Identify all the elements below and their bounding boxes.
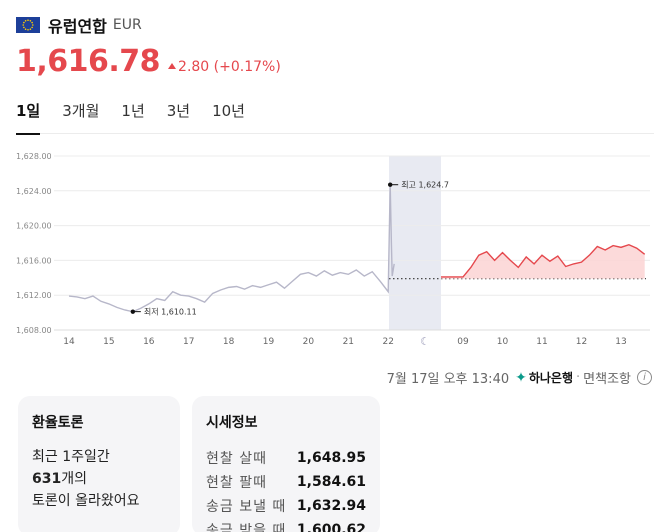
chart-svg: 1,628.00 1,624.00 1,620.00 1,616.00 1,612.00… (16, 152, 650, 348)
current-price: 1,616.78 (16, 44, 161, 79)
x-tick-label: 14 (63, 337, 75, 347)
x-tick-label: 22 (382, 337, 393, 347)
y-tick-label: 1,620.00 (16, 222, 52, 231)
rate-row-cash-buy: 현찰 살때 1,648.95 (206, 446, 366, 470)
eu-flag-icon (16, 17, 40, 33)
rate-row-remit-send: 송금 보낼 때 1,632.94 (206, 494, 366, 518)
change-amount: 2.80 (178, 59, 210, 75)
y-tick-label: 1,616.00 (16, 256, 52, 265)
x-tick-label: 19 (263, 337, 275, 347)
tab-3y[interactable]: 3년 (166, 102, 191, 120)
separator: · (576, 370, 581, 385)
rate-label: 송금 보낼 때 (206, 499, 287, 515)
debate-title: 환율토론 (32, 415, 84, 431)
rate-label: 현찰 살때 (206, 451, 267, 467)
debate-card[interactable]: 환율토론 최근 1주일간 631개의 토론이 올라왔어요 (18, 396, 180, 532)
debate-count-suffix: 개의 (61, 471, 87, 487)
change-percent: (+0.17%) (213, 59, 281, 75)
rates-title: 시세정보 (206, 415, 258, 431)
rate-row-remit-receive: 송금 받을 때 1,600.62 (206, 518, 366, 532)
daytime-series-line (441, 243, 646, 278)
currency-name: 유럽연합 (48, 17, 107, 36)
x-tick-label: 11 (536, 337, 547, 347)
rates-card: 시세정보 현찰 살때 1,648.95 현찰 팔때 1,584.61 송금 보낼… (192, 396, 380, 532)
x-tick-label: 20 (303, 337, 315, 347)
y-tick-label: 1,628.00 (16, 152, 52, 161)
price-row: 1,616.78 2.80 (+0.17%) (16, 44, 281, 79)
daytime-series-area (441, 244, 645, 279)
timestamp: 7월 17일 오후 13:40 (386, 372, 510, 387)
x-tick-label: 16 (143, 337, 155, 347)
rate-value: 1,632.94 (296, 498, 366, 514)
bank-logo-icon: ✦ (515, 369, 527, 386)
disclaimer-link[interactable]: 면책조항 (583, 372, 631, 387)
tab-3m[interactable]: 3개월 (62, 102, 100, 120)
x-tick-label: 17 (183, 337, 194, 347)
debate-line1: 최근 1주일간 (32, 449, 110, 465)
tab-1d[interactable]: 1일 (16, 100, 41, 135)
rate-value: 1,600.62 (296, 522, 366, 532)
x-tick-label: 09 (457, 337, 469, 347)
y-tick-label: 1,612.00 (16, 291, 52, 300)
debate-count: 631 (32, 471, 62, 487)
debate-line3: 토론이 올라왔어요 (32, 493, 140, 509)
source-row: 7월 17일 오후 13:40 ✦ 하나은행 · 면책조항 i (387, 368, 652, 387)
overnight-series-line (68, 184, 395, 313)
currency-code: EUR (112, 17, 142, 33)
rate-row-cash-sell: 현찰 팔때 1,584.61 (206, 470, 366, 494)
tab-10y[interactable]: 10년 (212, 102, 245, 120)
x-tick-label: 13 (615, 337, 626, 347)
rate-label: 현찰 팔때 (206, 475, 267, 491)
bank-name: 하나은행 (528, 371, 574, 385)
exchange-rate-chart[interactable]: 1,628.00 1,624.00 1,620.00 1,616.00 1,612.00… (0, 138, 670, 358)
period-tabs: 1일 3개월 1년 3년 10년 (16, 100, 654, 135)
debate-line2: 631개의 (32, 468, 166, 490)
moon-icon: ☾ (420, 335, 430, 348)
price-change: 2.80 (+0.17%) (168, 59, 281, 75)
currency-header: 유럽연합 EUR (16, 14, 142, 36)
rate-label: 송금 받을 때 (206, 523, 287, 532)
y-tick-label: 1,608.00 (16, 326, 52, 335)
y-tick-label: 1,624.00 (16, 187, 52, 196)
x-tick-label: 21 (343, 337, 354, 347)
rate-value: 1,648.95 (296, 450, 366, 466)
tab-1y[interactable]: 1년 (121, 102, 145, 120)
x-tick-label: 15 (103, 337, 114, 347)
low-label: 최저 1,610.11 (144, 307, 197, 317)
x-tick-label: 18 (223, 337, 235, 347)
info-icon[interactable]: i (637, 370, 652, 385)
x-tick-label: 12 (576, 337, 587, 347)
bank-source: ✦ 하나은행 (515, 369, 573, 386)
rate-value: 1,584.61 (296, 474, 366, 490)
up-triangle-icon (168, 63, 177, 69)
x-tick-label: 10 (497, 337, 509, 347)
high-label: 최고 1,624.7 (401, 180, 449, 190)
